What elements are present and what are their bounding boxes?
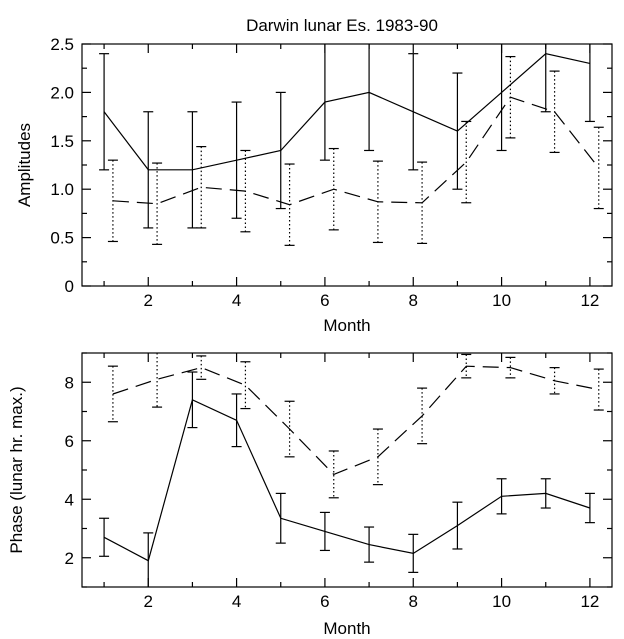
series-line xyxy=(112,365,599,476)
phase-panel: 2 4 6 8 10 12 2 4 6 8 Month Phase (lunar hr. max… xyxy=(7,352,613,638)
error-bar xyxy=(99,53,110,171)
error-bar xyxy=(196,355,207,380)
error-bar xyxy=(231,393,242,448)
x-tick-label: 8 xyxy=(409,592,418,611)
x-tick-label: 12 xyxy=(580,592,599,611)
error-bar xyxy=(328,147,339,231)
error-bar xyxy=(328,450,339,499)
x-tick-label: 10 xyxy=(492,291,511,310)
error-bar xyxy=(540,478,551,509)
error-bar xyxy=(496,478,507,515)
error-bar xyxy=(143,532,154,587)
error-bar xyxy=(99,517,110,557)
error-bar xyxy=(319,511,330,552)
error-bar xyxy=(549,367,560,395)
y-axis-label: Phase (lunar hr. max.) xyxy=(7,386,26,553)
plot-area xyxy=(99,44,604,246)
error-bar xyxy=(584,492,595,524)
error-bar xyxy=(417,387,428,445)
x-tick-label: 2 xyxy=(144,291,153,310)
x-axis-label: Month xyxy=(323,619,370,638)
error-bar xyxy=(284,400,295,458)
error-bar xyxy=(107,159,118,243)
error-bar xyxy=(505,55,516,139)
chart-title: Darwin lunar Es. 1983-90 xyxy=(246,16,438,35)
x-tick-label: 6 xyxy=(320,291,329,310)
y-tick-label: 2 xyxy=(65,549,74,568)
x-axis: 2 4 6 8 10 12 xyxy=(103,353,599,611)
error-bar xyxy=(275,492,286,544)
x-tick-label: 2 xyxy=(144,592,153,611)
error-bar xyxy=(452,72,463,190)
error-bar xyxy=(496,44,507,152)
error-bar xyxy=(372,160,383,244)
error-bar xyxy=(505,356,516,379)
y-tick-label: 6 xyxy=(65,432,74,451)
error-bar xyxy=(187,111,198,229)
error-bar xyxy=(240,361,251,410)
error-bar xyxy=(372,428,383,486)
error-bar xyxy=(152,353,163,408)
y-tick-label: 4 xyxy=(65,490,74,509)
x-tick-label: 6 xyxy=(320,592,329,611)
error-bar xyxy=(593,368,604,411)
error-bar xyxy=(364,44,375,152)
error-bar xyxy=(240,149,251,233)
x-tick-label: 8 xyxy=(409,291,418,310)
amplitudes-panel: 2 4 6 8 10 12 0 0.5 1.0 1.5 2.0 2.5 Month Amplitud… xyxy=(15,35,613,335)
y-axis-label: Amplitudes xyxy=(15,123,34,207)
series-line xyxy=(103,53,591,171)
series-line xyxy=(103,398,591,562)
x-axis: 2 4 6 8 10 12 xyxy=(103,44,599,310)
y-tick-label: 1.0 xyxy=(50,180,74,199)
error-bar xyxy=(284,163,295,246)
plot-area xyxy=(99,353,604,587)
error-bar xyxy=(584,44,595,123)
y-tick-label: 0 xyxy=(65,277,74,296)
x-axis-label: Month xyxy=(323,316,370,335)
error-bar xyxy=(231,101,242,219)
y-tick-label: 2.0 xyxy=(50,83,74,102)
error-bar xyxy=(408,53,419,171)
error-bar xyxy=(107,365,118,423)
error-bar xyxy=(549,70,560,154)
error-bar xyxy=(593,126,604,210)
y-axis: 2 4 6 8 xyxy=(65,352,612,588)
y-tick-label: 0.5 xyxy=(50,229,74,248)
x-tick-label: 4 xyxy=(232,291,241,310)
error-bar xyxy=(461,120,472,204)
error-bar xyxy=(275,91,286,210)
plot-frame xyxy=(81,352,613,588)
error-bar xyxy=(408,533,419,573)
error-bar xyxy=(152,162,163,245)
error-bar xyxy=(319,44,330,161)
error-bar xyxy=(540,44,551,113)
series-line xyxy=(112,96,600,206)
x-tick-label: 12 xyxy=(580,291,599,310)
y-tick-label: 1.5 xyxy=(50,132,74,151)
plot-frame xyxy=(81,43,613,287)
error-bar xyxy=(417,161,428,245)
error-bar xyxy=(461,353,472,379)
x-tick-label: 10 xyxy=(492,592,511,611)
error-bar xyxy=(196,146,207,229)
error-bar xyxy=(364,526,375,563)
x-tick-label: 4 xyxy=(232,592,241,611)
error-bar xyxy=(452,501,463,550)
y-axis: 0 0.5 1.0 1.5 2.0 2.5 xyxy=(50,35,612,296)
y-tick-label: 8 xyxy=(65,373,74,392)
error-bar xyxy=(143,111,154,229)
y-tick-label: 2.5 xyxy=(50,35,74,54)
error-bar xyxy=(187,371,198,429)
